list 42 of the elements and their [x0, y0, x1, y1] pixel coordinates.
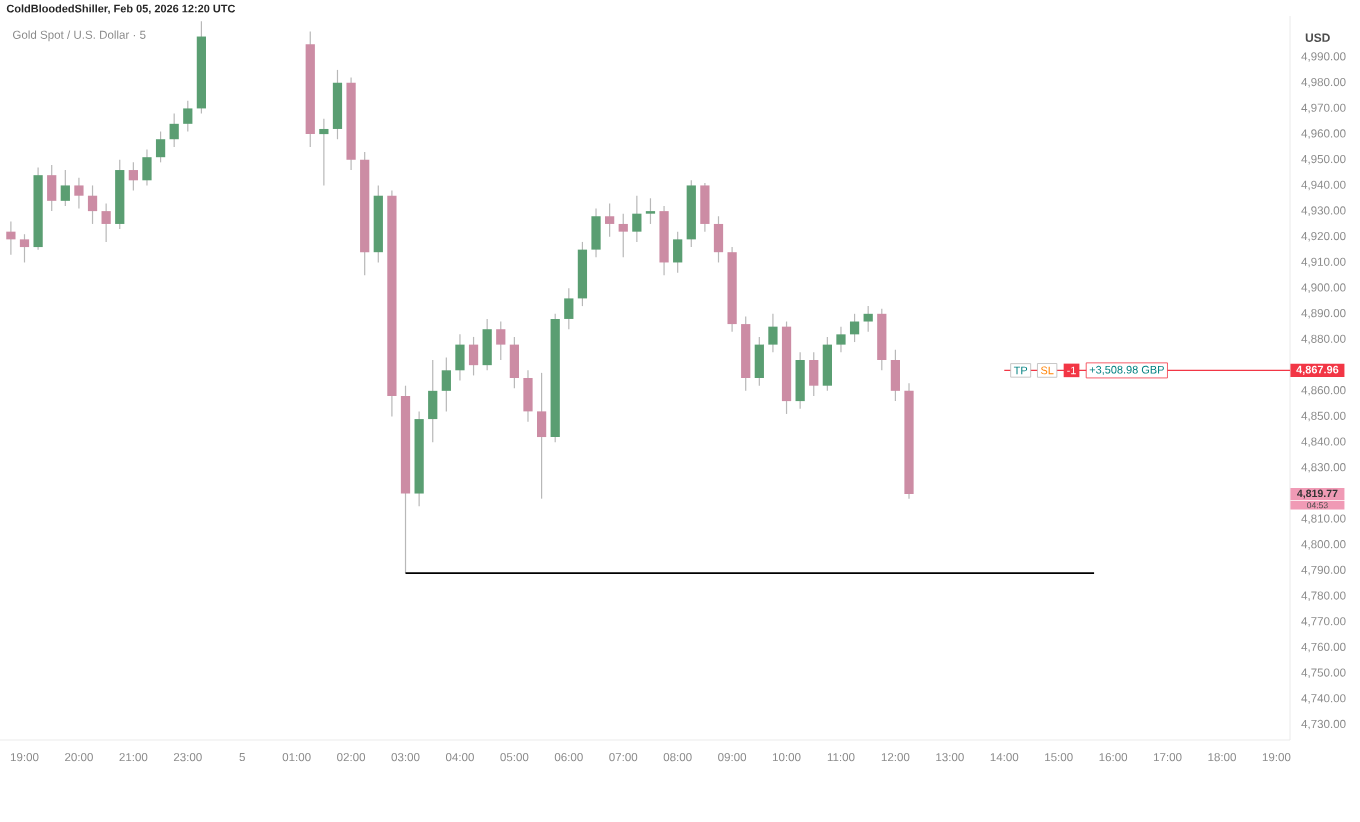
- candlestick: [536, 372, 547, 500]
- candlestick: [183, 100, 193, 133]
- candlestick: [836, 326, 846, 353]
- candlestick: [890, 349, 901, 402]
- candlestick: [822, 336, 832, 392]
- candlestick: [863, 305, 873, 333]
- candlestick: [809, 351, 819, 397]
- candlestick: [319, 118, 329, 187]
- candlestick: [645, 197, 656, 225]
- candlestick: [155, 130, 166, 163]
- candlestick: [19, 233, 30, 264]
- candlestick: [87, 184, 98, 225]
- candlestick: [332, 69, 343, 140]
- candlestick: [523, 369, 533, 423]
- candlestick: [468, 336, 479, 377]
- candlestick: [768, 313, 778, 353]
- candlestick: [618, 213, 628, 258]
- candlestick: [605, 202, 615, 238]
- candlestick: [169, 112, 179, 148]
- candlestick: [496, 320, 506, 361]
- candlestick: [877, 308, 887, 371]
- candlestick: [128, 161, 138, 192]
- candlestick: [101, 202, 111, 243]
- candlestick: [428, 359, 438, 443]
- candlestick: [441, 356, 451, 412]
- candlestick: [564, 287, 574, 330]
- candlestick: [632, 195, 642, 243]
- candlestick: [795, 351, 805, 410]
- candlestick: [47, 164, 57, 212]
- candlestick: [509, 336, 520, 389]
- candlestick: [6, 220, 16, 256]
- candlestick: [455, 333, 465, 382]
- candlestick: [74, 177, 84, 210]
- candlestick: [591, 207, 601, 258]
- candlestick: [849, 313, 860, 343]
- candlestick: [700, 182, 710, 233]
- candlestick: [482, 318, 492, 371]
- candlestick: [142, 148, 152, 187]
- candlestick: [754, 336, 764, 387]
- candlestick: [60, 169, 70, 207]
- candlestick: [713, 215, 724, 264]
- candlestick: [673, 231, 683, 274]
